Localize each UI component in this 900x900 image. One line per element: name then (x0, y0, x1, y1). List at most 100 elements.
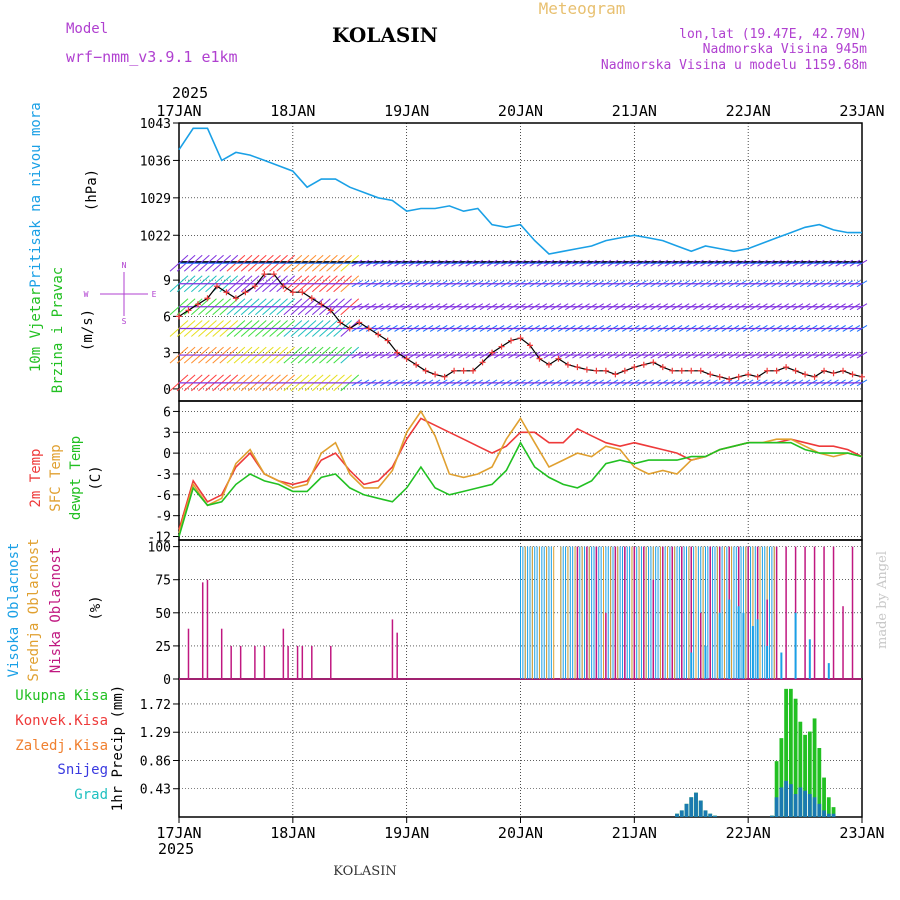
wind-gust-marker (232, 295, 239, 302)
wind-gust-marker (764, 367, 771, 374)
wind-rose-s: S (122, 317, 127, 326)
cloud-ytick-label: 0 (163, 673, 171, 688)
wind-rose-n: N (122, 261, 127, 270)
wind-gust-marker (536, 355, 543, 362)
wind-gust-marker (479, 359, 486, 366)
temp-sfc-line (178, 409, 863, 534)
plot-layer: 1022 1029 1036 1043 0 3 6 9 -12 -9 -6 -3 0 3 6 0 25 50 75 1… (140, 102, 885, 842)
pressure-labels: Pritisak na nivou mora (hPa) (28, 102, 100, 287)
wind-gust-marker (612, 371, 619, 378)
wind-gust-marker (602, 367, 609, 374)
precip-total-bar (817, 748, 822, 817)
pressure-ytick-label: 1043 (140, 117, 171, 132)
wind-gust-marker (413, 361, 420, 368)
wind-gust-marker (289, 289, 296, 296)
wind-rose-w: W (84, 290, 89, 299)
wind-gust-marker (213, 283, 220, 290)
wind-gust-marker (223, 289, 230, 296)
precip-total-bar (822, 777, 826, 817)
pressure-title: Pritisak na nivou mora (28, 102, 44, 287)
wind-gust-marker (460, 367, 467, 374)
wind-gust-marker (346, 325, 353, 332)
wind-barbs (169, 254, 868, 392)
precip-hail-label: Grad (74, 787, 108, 803)
year-top: 2025 (172, 84, 208, 102)
temp-ytick-label: 6 (163, 405, 171, 420)
pressure-line (178, 127, 862, 255)
wind-unit: (m/s) (80, 309, 96, 351)
wind-rose-icon: N W E S (84, 261, 157, 326)
precip-total-bar (812, 718, 817, 817)
precip-panel: 0.43 0.86 1.29 1.72 (140, 678, 863, 818)
precip-total-bar (774, 761, 779, 817)
cloud-ytick-label: 100 (148, 541, 171, 556)
precip-total-bar (779, 738, 784, 817)
precip-total-bar (831, 807, 836, 817)
precip-ytick-label: 1.72 (140, 698, 171, 713)
footer-station: KOLASIN (333, 864, 396, 879)
pressure-unit: (hPa) (84, 169, 100, 211)
precip-snow-bar (684, 803, 689, 817)
precip-snow-bar (769, 815, 774, 817)
xtick-label-top: 21JAN (612, 102, 657, 120)
wind-gust-marker (375, 331, 382, 338)
precip-snow-bar (822, 810, 826, 817)
xtick-label-bottom: 17JAN (156, 824, 201, 842)
wind-gust-marker (194, 301, 201, 308)
xtick-label-top: 17JAN (156, 102, 201, 120)
wind-gust-marker (849, 371, 856, 378)
cloud-high-label: Visoka Oblacnost (6, 543, 22, 678)
precip-total-bar (788, 688, 793, 817)
wind-gust-marker (688, 367, 695, 374)
wind-gust-marker (593, 367, 600, 374)
precip-unit: 1hr Precip (mm) (110, 685, 126, 811)
product-title: Meteogram (539, 0, 626, 18)
wind-gust-marker (792, 367, 799, 374)
station-title: KOLASIN (332, 23, 438, 47)
precip-snow-bar (689, 797, 694, 817)
wind-ytick-label: 0 (163, 383, 171, 398)
wind-gust-marker (299, 289, 306, 296)
precip-total-bar (807, 731, 812, 817)
xtick-label-top: 19JAN (384, 102, 429, 120)
wind-labels: 10m Vjetar Brzina i Pravac (m/s) N W E S (28, 261, 157, 393)
xtick-label-bottom: 19JAN (384, 824, 429, 842)
wind-gust-marker (669, 367, 676, 374)
wind-gust-marker (498, 343, 505, 350)
wind-gust-marker (327, 307, 334, 314)
xtick-label-bottom: 22JAN (726, 824, 771, 842)
precip-snow-bar (817, 803, 822, 817)
wind-gust-marker (176, 313, 182, 320)
pressure-ytick-label: 1036 (140, 154, 171, 169)
model-name: wrf−nmm_v3.9.1 e1km (66, 48, 238, 66)
wind-gust-marker (555, 355, 562, 362)
wind-gust-marker (432, 371, 439, 378)
precip-ytick-label: 0.43 (140, 783, 171, 798)
temp-ytick-label: -12 (148, 531, 171, 546)
precip-total-label: Ukupna Kisa (15, 688, 108, 704)
precip-ytick-label: 0.86 (140, 754, 171, 769)
precip-snow-bar (831, 813, 836, 817)
wind-gust-marker (659, 364, 666, 371)
precip-conv-label: Konvek.Kisa (15, 713, 108, 729)
precip-snow-bar (698, 800, 703, 817)
precip-snow-bar (679, 810, 684, 817)
wind-gust-marker (640, 361, 647, 368)
wind-gust-marker (735, 373, 742, 380)
cloud-ytick-label: 75 (155, 574, 171, 589)
pressure-ytick-label: 1022 (140, 229, 171, 244)
wind-gust-marker (545, 361, 552, 368)
temp-panel: -12 -9 -6 -3 0 3 6 (148, 400, 863, 546)
wind-gust-marker (508, 337, 515, 344)
wind-gust-marker (726, 376, 733, 383)
xtick-label-bottom: 21JAN (612, 824, 657, 842)
wind-gust-marker (308, 295, 315, 302)
wind-rose-e: E (152, 290, 157, 299)
precip-snow-bar (803, 790, 807, 817)
xtick-label-top: 20JAN (498, 102, 543, 120)
wind-gust-marker (583, 366, 590, 373)
year-bottom: 2025 (158, 840, 194, 858)
temp-labels: 2m Temp SFC Temp dewpt Temp (C) (28, 436, 104, 520)
precip-snow-bar (788, 784, 793, 817)
